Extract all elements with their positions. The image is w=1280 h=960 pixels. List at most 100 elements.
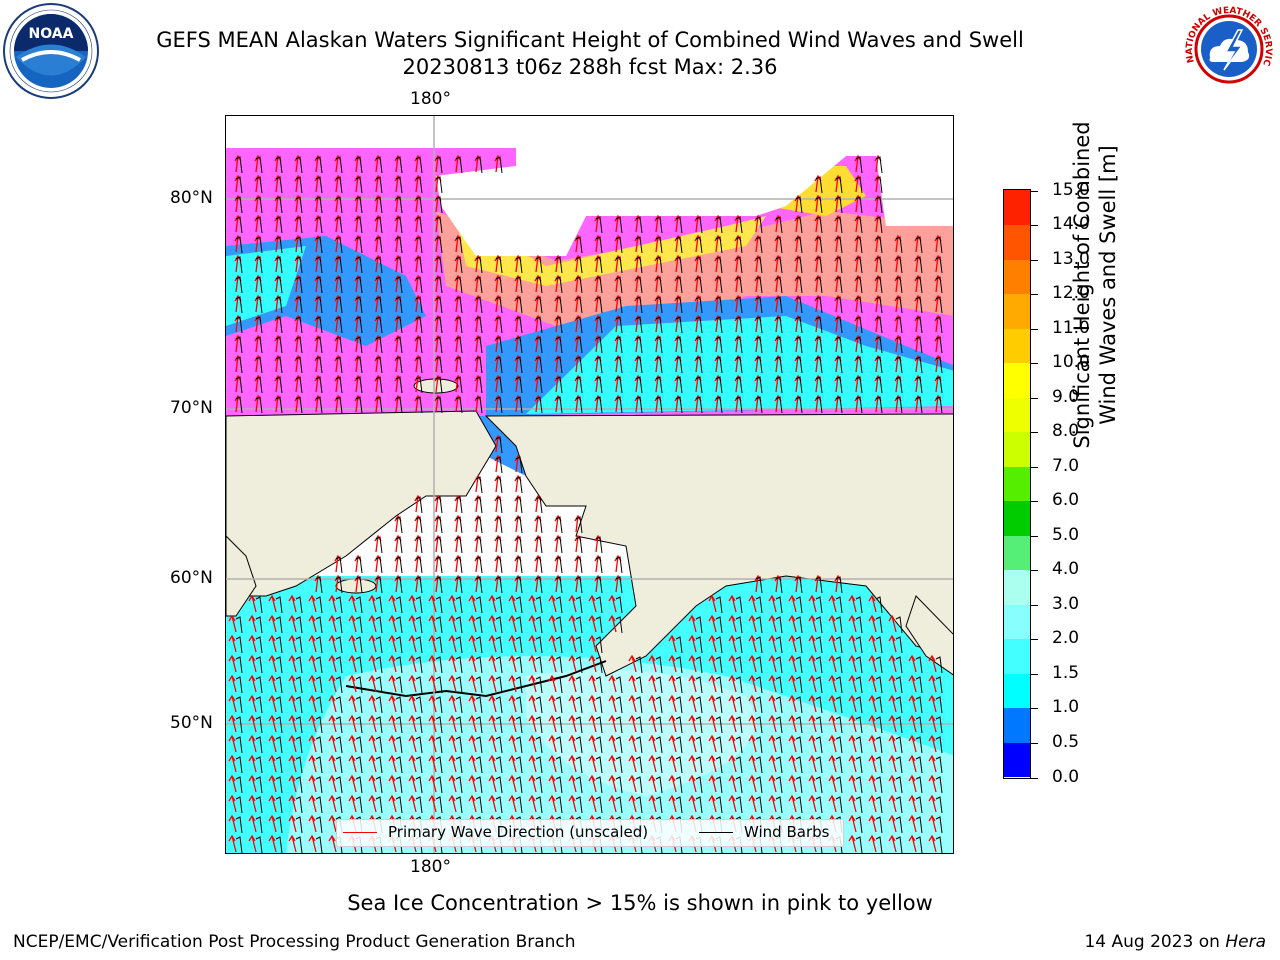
wave-direction-arrow [288,714,297,733]
wave-direction-arrow [928,834,937,853]
wind-barb [395,356,403,374]
wave-direction-arrow [908,834,917,853]
wave-direction-arrow [608,674,617,693]
wind-barb [535,396,543,414]
wave-direction-arrow [228,774,237,793]
wind-barb [475,276,483,294]
wind-barb [615,236,623,254]
wind-barb [615,736,623,754]
wave-direction-arrow [788,674,797,693]
wave-direction-arrow [388,714,397,733]
wind-barb [615,276,623,294]
wind-barb [355,196,363,214]
wind-barb [915,676,923,694]
wind-barb [695,336,703,354]
wind-barb [475,576,483,594]
wind-barb [555,676,563,694]
wind-barb [495,576,503,594]
no-data-region-arctic [436,146,953,256]
wind-barb [795,796,803,814]
wave-direction-arrow [848,834,857,853]
wind-barb [515,656,523,674]
wind-barb [755,336,763,354]
wind-barb [495,296,503,314]
wind-barb [235,736,243,754]
wind-barb [375,696,383,714]
wind-barb [595,676,603,694]
wind-barb [535,716,543,734]
wind-barb [555,696,563,714]
wave-height-map [225,115,954,854]
wind-barb [715,596,723,614]
wind-barb [515,696,523,714]
colorbar-tick-mark [1031,604,1038,606]
wind-barb [815,316,823,334]
wind-barb [935,256,943,274]
colorbar-tick-mark [1031,673,1038,675]
colorbar-tick-label: 3.0 [1052,593,1080,614]
wave-direction-arrow [548,734,557,753]
wind-barb [375,376,383,394]
wave-direction-arrow [248,794,257,813]
wind-barb [815,796,823,814]
noaa-logo-graphic: NOAA [3,3,99,99]
colorbar-tick-label: 1.5 [1052,662,1080,683]
wave-direction-arrow [588,674,597,693]
wave-direction-arrow [468,734,477,753]
wave-direction-arrow [448,674,457,693]
wind-barb [515,596,523,614]
wave-direction-arrow [688,694,697,713]
wave-direction-arrow [828,754,837,773]
wind-barb [355,336,363,354]
wind-barb [715,236,723,254]
wave-direction-arrow [608,694,617,713]
wave-direction-arrow [268,674,277,693]
wave-direction-arrow [588,754,597,773]
wind-barb [315,636,323,654]
wind-barb [375,796,383,814]
wave-direction-arrow [908,774,917,793]
wind-barb [435,656,443,674]
wind-barb [415,696,423,714]
wind-barb [375,396,383,414]
wind-barb [735,256,743,274]
wind-barb [735,796,743,814]
wind-barb [315,756,323,774]
wave-direction-arrow [388,654,397,673]
wind-barb [355,176,363,194]
wind-barb [515,616,523,634]
wind-barb [455,496,463,514]
wind-barb [375,716,383,734]
wind-barb [935,356,943,374]
wind-barb [875,636,883,654]
wind-barb [795,376,803,394]
wave-direction-arrow [368,774,377,793]
wave-direction-arrow [248,654,257,673]
wind-barb [475,296,483,314]
wind-barb [835,176,843,194]
wind-barb [395,316,403,334]
wind-barb [755,296,763,314]
wind-barb [595,296,603,314]
wind-barb [255,736,263,754]
wind-barb [795,216,803,234]
wind-barb [575,796,583,814]
wave-direction-arrow [468,694,477,713]
wind-barb [655,716,663,734]
wave-direction-arrow [848,714,857,733]
wind-barb [535,356,543,374]
wind-barb [295,756,303,774]
wave-direction-arrow [268,714,277,733]
wind-barb [795,336,803,354]
wind-barb [455,576,463,594]
wave-direction-arrow [648,734,657,753]
wind-barb [715,636,723,654]
wind-barb [535,376,543,394]
wave-direction-arrow [788,734,797,753]
wave-direction-arrow [848,794,857,813]
wind-barb [275,736,283,754]
wind-barb [235,296,243,314]
wave-direction-arrow [528,694,537,713]
wind-barb [355,596,363,614]
wind-barb [935,756,943,774]
